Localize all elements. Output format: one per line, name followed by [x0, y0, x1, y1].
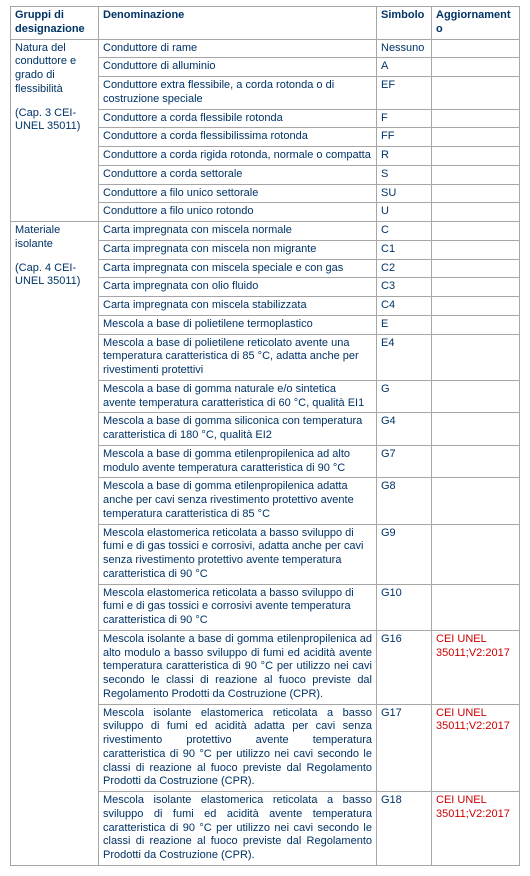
symbol-cell: G18 [377, 792, 432, 866]
table-body: Natura del conduttore e grado di flessib… [11, 39, 520, 865]
update-cell: CEI UNEL 35011;V2:2017 [432, 630, 520, 704]
update-cell [432, 259, 520, 278]
symbol-cell: G7 [377, 445, 432, 478]
denomination-cell: Mescola elastomerica reticolata a basso … [99, 524, 377, 584]
symbol-cell: U [377, 203, 432, 222]
table-row: Materiale isolante(Cap. 4 CEI-UNEL 35011… [11, 222, 520, 241]
group-cell: Natura del conduttore e grado di flessib… [11, 39, 99, 222]
denomination-cell: Mescola a base di polietilene termoplast… [99, 315, 377, 334]
symbol-cell: G8 [377, 478, 432, 524]
update-cell [432, 58, 520, 77]
symbol-cell: C3 [377, 278, 432, 297]
symbol-cell: R [377, 147, 432, 166]
denomination-cell: Mescola isolante a base di gomma etilenp… [99, 630, 377, 704]
denomination-cell: Carta impregnata con miscela non migrant… [99, 240, 377, 259]
update-cell [432, 413, 520, 446]
denomination-cell: Conduttore a filo unico rotondo [99, 203, 377, 222]
symbol-cell: E4 [377, 334, 432, 380]
symbol-cell: G17 [377, 704, 432, 792]
denomination-cell: Mescola a base di gomma etilenpropilenic… [99, 478, 377, 524]
symbol-cell: Nessuno [377, 39, 432, 58]
update-cell: CEI UNEL 35011;V2:2017 [432, 792, 520, 866]
update-cell [432, 184, 520, 203]
denomination-cell: Carta impregnata con olio fluido [99, 278, 377, 297]
denomination-cell: Carta impregnata con miscela normale [99, 222, 377, 241]
symbol-cell: A [377, 58, 432, 77]
update-cell [432, 109, 520, 128]
update-cell [432, 203, 520, 222]
denomination-cell: Carta impregnata con miscela stabilizzat… [99, 297, 377, 316]
update-cell: CEI UNEL 35011;V2:2017 [432, 704, 520, 792]
symbol-cell: C4 [377, 297, 432, 316]
update-cell [432, 39, 520, 58]
denomination-cell: Conduttore a corda settorale [99, 165, 377, 184]
header-symbol: Simbolo [377, 7, 432, 40]
symbol-cell: FF [377, 128, 432, 147]
designation-table: Gruppi di designazione Denominazione Sim… [10, 6, 520, 866]
update-cell [432, 478, 520, 524]
update-cell [432, 128, 520, 147]
symbol-cell: G10 [377, 584, 432, 630]
symbol-cell: C2 [377, 259, 432, 278]
update-cell [432, 297, 520, 316]
symbol-cell: S [377, 165, 432, 184]
symbol-cell: F [377, 109, 432, 128]
spacer [15, 97, 94, 107]
symbol-cell: E [377, 315, 432, 334]
header-denom: Denominazione [99, 7, 377, 40]
symbol-cell: SU [377, 184, 432, 203]
group-note: (Cap. 3 CEI-UNEL 35011) [15, 107, 94, 135]
symbol-cell: G9 [377, 524, 432, 584]
denomination-cell: Conduttore di rame [99, 39, 377, 58]
denomination-cell: Conduttore a corda rigida rotonda, norma… [99, 147, 377, 166]
symbol-cell: C [377, 222, 432, 241]
denomination-cell: Conduttore a corda flessibilissima roton… [99, 128, 377, 147]
symbol-cell: G4 [377, 413, 432, 446]
header-update: Aggiornamento [432, 7, 520, 40]
denomination-cell: Mescola isolante elastomerica reticolata… [99, 704, 377, 792]
update-cell [432, 165, 520, 184]
update-cell [432, 147, 520, 166]
denomination-cell: Mescola elastomerica reticolata a basso … [99, 584, 377, 630]
group-note: (Cap. 4 CEI-UNEL 35011) [15, 262, 94, 290]
symbol-cell: C1 [377, 240, 432, 259]
denomination-cell: Conduttore a filo unico settorale [99, 184, 377, 203]
denomination-cell: Carta impregnata con miscela speciale e … [99, 259, 377, 278]
denomination-cell: Mescola a base di polietilene reticolato… [99, 334, 377, 380]
update-cell [432, 240, 520, 259]
update-cell [432, 584, 520, 630]
group-title: Natura del conduttore e grado di flessib… [15, 42, 94, 97]
update-cell [432, 222, 520, 241]
update-cell [432, 524, 520, 584]
denomination-cell: Mescola a base di gomma naturale e/o sin… [99, 380, 377, 413]
spacer [15, 252, 94, 262]
table-head: Gruppi di designazione Denominazione Sim… [11, 7, 520, 40]
denomination-cell: Mescola isolante elastomerica reticolata… [99, 792, 377, 866]
update-cell [432, 278, 520, 297]
group-cell: Materiale isolante (Cap. 4 CEI-UNEL 35011… [11, 222, 99, 866]
symbol-cell: EF [377, 77, 432, 110]
denomination-cell: Mescola a base di gomma etilenpropilenic… [99, 445, 377, 478]
update-cell [432, 77, 520, 110]
group-title: Materiale isolante [15, 224, 94, 252]
denomination-cell: Conduttore extra flessibile, a corda rot… [99, 77, 377, 110]
update-cell [432, 315, 520, 334]
symbol-cell: G [377, 380, 432, 413]
update-cell [432, 445, 520, 478]
update-cell [432, 334, 520, 380]
page: Gruppi di designazione Denominazione Sim… [0, 0, 530, 876]
header-group: Gruppi di designazione [11, 7, 99, 40]
table-row: Natura del conduttore e grado di flessib… [11, 39, 520, 58]
denomination-cell: Conduttore a corda flessibile rotonda [99, 109, 377, 128]
denomination-cell: Mescola a base di gomma siliconica con t… [99, 413, 377, 446]
denomination-cell: Conduttore di alluminio [99, 58, 377, 77]
update-cell [432, 380, 520, 413]
symbol-cell: G16 [377, 630, 432, 704]
